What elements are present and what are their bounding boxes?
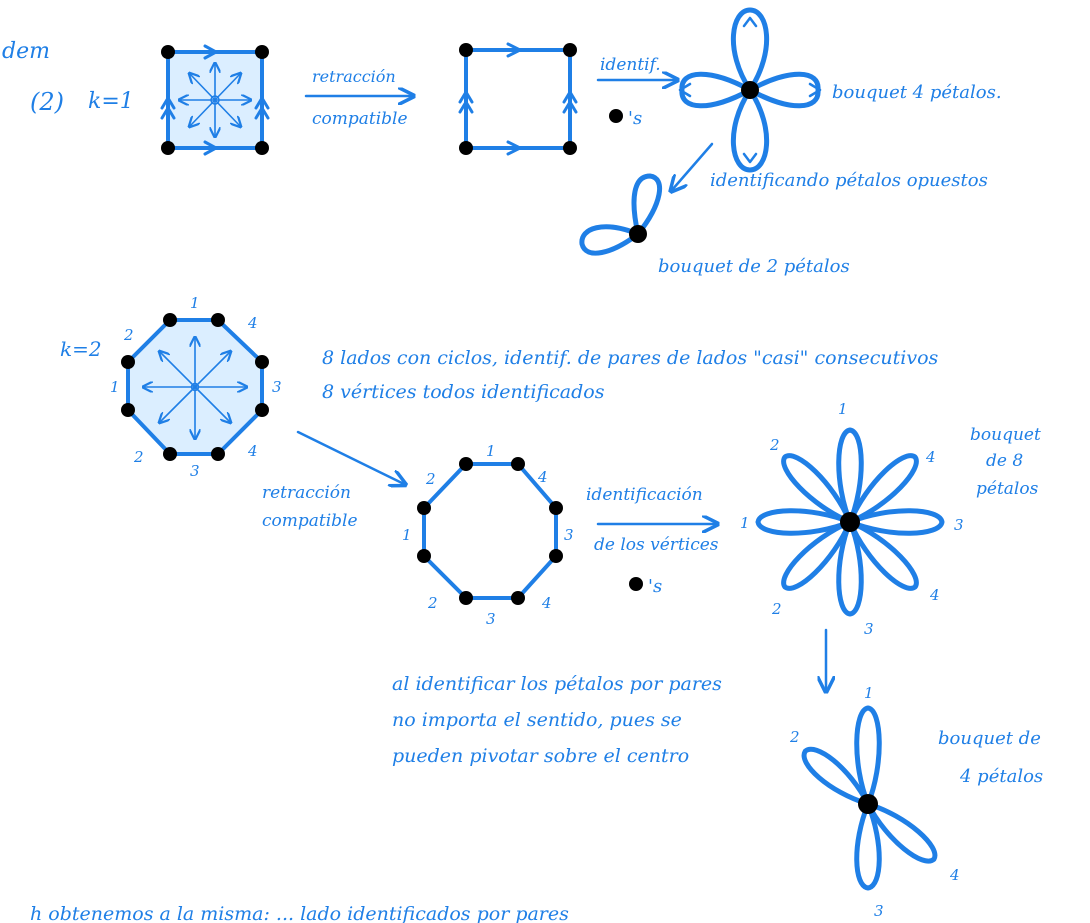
oct2-edge-label: 4 (537, 468, 548, 486)
oct2-edge-label: 1 (486, 442, 496, 460)
bouquet-8-label-1: bouquet (970, 425, 1041, 445)
flower4-petal-label: 1 (864, 684, 874, 702)
oct1-edge-label: 3 (190, 462, 200, 480)
bouquet-2-petals (579, 173, 662, 256)
retraction-arrow-1: retracción compatible (304, 67, 412, 129)
oct1-edge-label: 1 (110, 378, 120, 396)
points-label-2: 's (648, 576, 662, 597)
bouquet-4-petals (678, 7, 822, 173)
flower8-petal-label: 1 (838, 400, 848, 418)
octagon-note-2: 8 vértices todos identificados (322, 381, 605, 403)
compatible-label-1: compatible (312, 109, 408, 129)
octagon-shaded: 1 2 4 1 3 2 3 4 (110, 294, 282, 480)
corner-text: dem (2, 39, 50, 64)
retraction-label-1: retracción (312, 67, 396, 86)
k1-label: k=1 (88, 89, 134, 114)
octagon-note-1: 8 lados con ciclos, identif. de pares de… (322, 347, 939, 369)
bouquet-8-petals: 1 2 4 1 3 2 3 4 (740, 400, 964, 638)
flower8-petal-label: 4 (929, 586, 940, 604)
bottom-note: h obtenemos a la misma: ... lado identif… (30, 903, 569, 923)
bouquet-2-label: bouquet de 2 pétalos (658, 256, 850, 277)
identification-label: identificación (586, 485, 703, 505)
pivot-note-2: no importa el sentido, pues se (392, 709, 682, 731)
flower8-petal-label: 2 (769, 436, 780, 454)
bouquet-4-result-label-1: bouquet de (938, 728, 1041, 749)
opposite-label: identificando pétalos opuestos (710, 170, 988, 191)
oct2-edge-label: 3 (486, 610, 496, 628)
pivot-note-3: pueden pivotar sobre el centro (392, 745, 689, 767)
bouquet-8-label-2: de 8 (986, 451, 1023, 471)
square-shaded (160, 44, 270, 156)
oct1-edge-label: 1 (190, 294, 200, 312)
k2-label: k=2 (60, 337, 102, 361)
pivot-note-1: al identificar los pétalos por pares (392, 673, 722, 695)
opposite-arrow (672, 142, 714, 190)
octagon-boundary: 2 1 4 3 1 2 3 4 (402, 442, 574, 628)
oct2-edge-label: 2 (425, 470, 436, 488)
item-number: (2) (30, 88, 64, 116)
pivot-note: al identificar los pétalos por pares no … (392, 673, 722, 767)
retraction-label-2: retracción (262, 483, 351, 503)
points-label-1: 's (628, 108, 642, 129)
retraction-arrow-2 (296, 430, 404, 484)
oct2-edge-label: 2 (427, 594, 438, 612)
identif-arrow-1: identif. 's (596, 55, 676, 129)
identification-arrow-2: identificación de los vértices 's (586, 485, 719, 597)
flower8-petal-label: 1 (740, 514, 750, 532)
oct1-edge-label: 4 (247, 314, 258, 332)
oct1-edge-label: 2 (123, 326, 134, 344)
oct2-edge-label: 4 (541, 594, 552, 612)
oct1-edge-label: 2 (133, 448, 144, 466)
bouquet-4-label: bouquet 4 pétalos. (832, 82, 1002, 103)
flower4-petal-label: 4 (949, 866, 960, 884)
identif-label: identif. (600, 55, 661, 75)
flower8-petal-label: 4 (925, 448, 936, 466)
bouquet-8-label-3: pétalos (976, 479, 1039, 499)
oct2-edge-label: 3 (564, 526, 574, 544)
oct1-edge-label: 4 (247, 442, 258, 460)
compatible-label-2: compatible (262, 511, 358, 531)
flower8-petal-label: 3 (864, 620, 874, 638)
bouquet-4-result-label-2: 4 pétalos (959, 766, 1043, 787)
flower4-petal-label: 3 (874, 902, 884, 920)
flower8-petal-label: 2 (771, 600, 782, 618)
oct2-edge-label: 1 (402, 526, 412, 544)
flower4-petal-label: 2 (789, 728, 800, 746)
vertices-label: de los vértices (594, 535, 719, 555)
oct1-edge-label: 3 (272, 378, 282, 396)
bouquet-4-petals-result: 1 2 4 3 (789, 684, 960, 920)
flower8-petal-label: 3 (954, 516, 964, 534)
square-boundary (458, 42, 578, 156)
